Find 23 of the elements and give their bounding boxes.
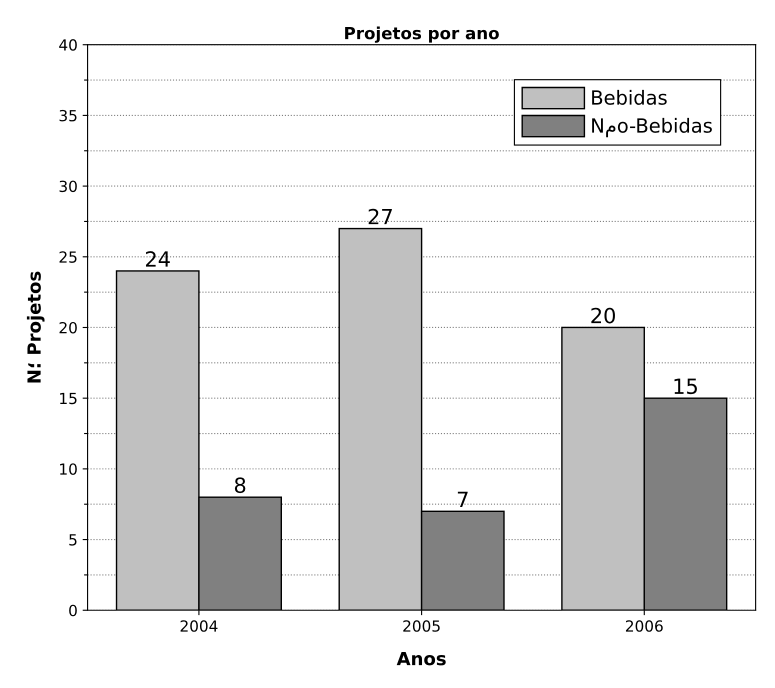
- y-tick-label: 30: [60, 180, 77, 192]
- y-tick-label: 20: [60, 322, 77, 334]
- y-tick-label: 10: [60, 463, 77, 475]
- y-tick-label: 5: [69, 534, 77, 546]
- legend-label: Nمo-Bebidas: [592, 118, 712, 138]
- x-tick-label: 2005: [403, 620, 440, 632]
- data-label: 15: [674, 378, 697, 394]
- y-tick-label: 40: [59, 39, 77, 51]
- data-label: 7: [458, 492, 468, 507]
- x-tick-label: 2006: [626, 620, 663, 632]
- y-tick-label: 0: [69, 604, 77, 616]
- y-tick-label: 25: [60, 251, 77, 263]
- data-label: 24: [146, 251, 170, 267]
- y-axis-title: N؛ Projetos: [26, 272, 45, 383]
- legend-label: Bebidas: [592, 90, 667, 105]
- chart-title: Projetos por ano: [345, 26, 499, 43]
- data-label: 27: [368, 208, 392, 224]
- data-label: 8: [234, 477, 246, 494]
- data-label: 20: [591, 308, 615, 324]
- y-tick-label: 35: [60, 110, 77, 122]
- y-tick-label: 15: [60, 392, 77, 404]
- x-axis-title: Anos: [396, 652, 446, 666]
- x-tick-label: 2004: [180, 620, 218, 632]
